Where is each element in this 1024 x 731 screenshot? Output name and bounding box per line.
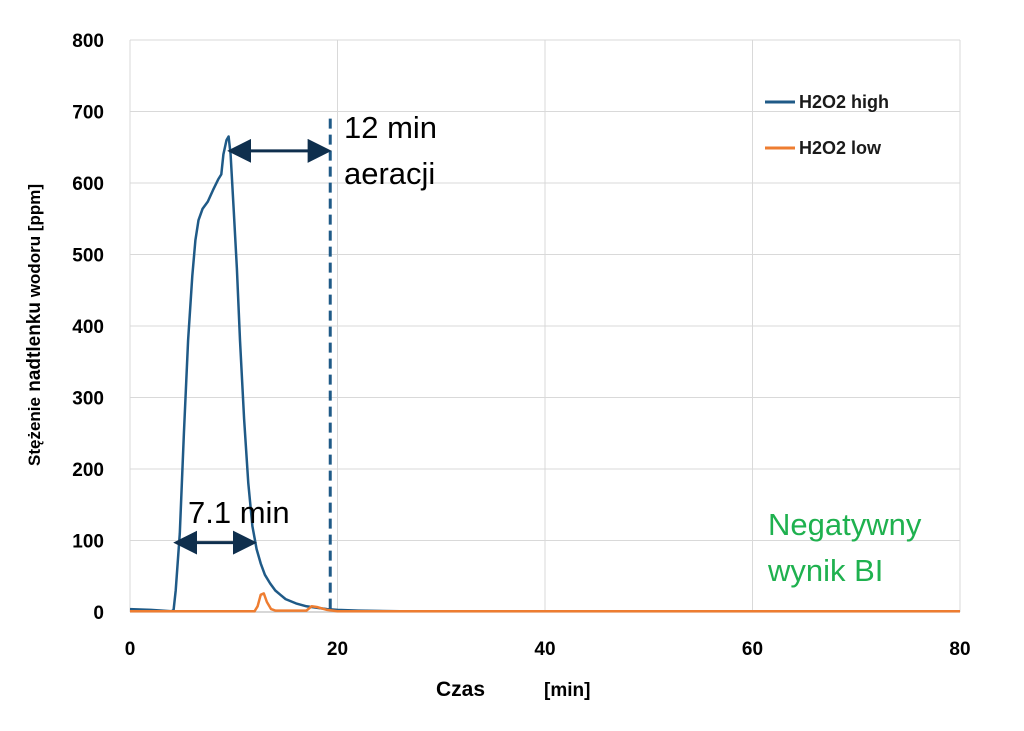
- legend: H2O2 high H2O2 low: [765, 92, 889, 158]
- y-tick-label: 600: [72, 174, 104, 195]
- y-axis-title-suffix: wodoru [ppm]: [25, 184, 44, 298]
- x-tick-label: 60: [742, 639, 763, 660]
- series-line-h2o2-low: [130, 592, 960, 613]
- y-axis-title: Stężenie nadtlenku wodoru [ppm]: [24, 184, 45, 466]
- x-tick-label: 80: [949, 639, 970, 660]
- y-axis-title-main: nadtlenku: [24, 302, 45, 392]
- x-tick-label: 20: [327, 639, 348, 660]
- y-tick-label: 200: [72, 460, 104, 481]
- x-axis-unit: [min]: [544, 680, 590, 701]
- aeration-label-line1: 12 min: [344, 110, 437, 145]
- x-tick-label: 0: [125, 639, 136, 660]
- exposure-label: 7.1 min: [188, 495, 290, 530]
- series-layer: [129, 135, 960, 613]
- series-line-h2o2-high: [129, 135, 960, 613]
- grid-lines: [129, 39, 961, 613]
- y-axis-ticks: 0 100 200 300 400 500 600 700 800: [72, 31, 104, 624]
- legend-label-high: H2O2 high: [799, 92, 889, 112]
- y-tick-label: 300: [72, 389, 104, 410]
- x-axis-title: Czas: [436, 678, 485, 701]
- y-tick-label: 100: [72, 532, 104, 553]
- x-tick-label: 40: [534, 639, 555, 660]
- x-axis-ticks: 0 20 40 60 80: [125, 639, 971, 660]
- y-axis-title-prefix: Stężenie: [25, 397, 44, 466]
- bi-result-label-line2: wynik BI: [767, 553, 883, 588]
- aeration-label-line2: aeracji: [344, 156, 435, 191]
- y-tick-label: 700: [72, 103, 104, 124]
- y-tick-label: 0: [93, 603, 104, 624]
- bi-result-label-line1: Negatywny: [768, 507, 922, 542]
- legend-label-low: H2O2 low: [799, 138, 882, 158]
- y-tick-label: 400: [72, 317, 104, 338]
- y-tick-label: 800: [72, 31, 104, 52]
- y-tick-label: 500: [72, 246, 104, 267]
